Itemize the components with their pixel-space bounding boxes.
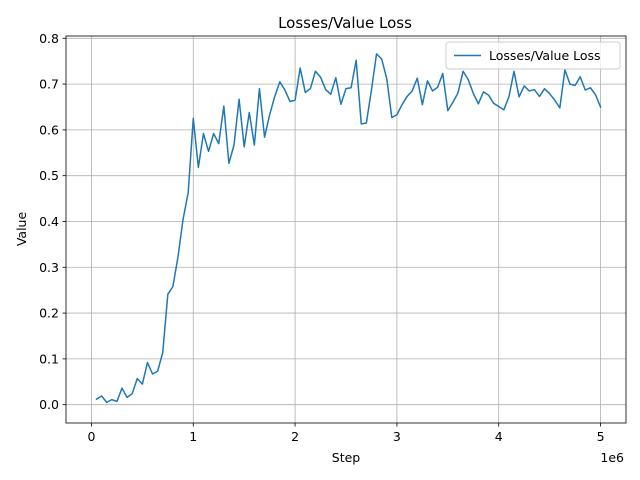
x-tick-label: 4 [495,429,503,444]
x-axis: 0 1 2 3 4 5 [87,423,605,444]
x-tick-label: 3 [393,429,401,444]
series-line-0 [95,53,602,404]
y-tick-label: 0.7 [39,77,59,92]
y-tick-label: 0.2 [39,306,59,321]
y-tick-label: 0.0 [39,397,59,412]
x-tick-label: 5 [597,429,605,444]
x-tick-label: 2 [291,429,299,444]
chart-title: Losses/Value Loss [278,14,412,32]
y-tick-label: 0.8 [39,31,59,46]
x-tick-label: 1 [189,429,197,444]
y-tick-label: 0.5 [39,168,59,183]
legend-box [445,41,621,70]
legend: Losses/Value Loss [445,41,621,70]
x-axis-offset-label: 1e6 [600,450,624,465]
x-axis-label: Step [332,450,361,465]
y-tick-label: 0.4 [39,214,59,229]
plot-frame [65,35,627,424]
y-tick-label: 0.1 [39,351,59,366]
grid [66,36,626,423]
y-tick-label: 0.6 [39,122,59,137]
series-layer [95,53,602,404]
y-axis-label: Value [14,212,29,247]
y-axis: 0.0 0.1 0.2 0.3 0.4 0.5 0.6 0.7 0.8 [39,31,66,412]
legend-label: Losses/Value Loss [489,48,601,63]
x-tick-label: 0 [87,429,95,444]
y-tick-label: 0.3 [39,260,59,275]
